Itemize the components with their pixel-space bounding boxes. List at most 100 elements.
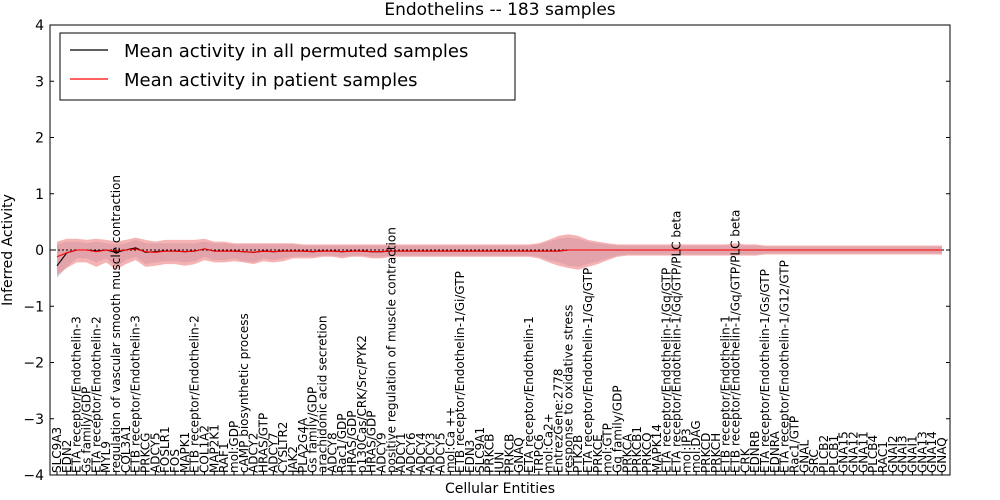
x-tick-label: EDN3 — [463, 440, 477, 473]
x-tick-label: ADCY4 — [414, 432, 428, 473]
y-axis: −4 −3 −2 −1 0 1 2 3 4 — [23, 18, 950, 484]
x-tick-label: PRKCG — [139, 433, 153, 473]
x-tick-label: COL3A1 — [119, 425, 133, 473]
x-tick-label: ADCY2 — [247, 432, 261, 473]
x-tick-label: ADCY3 — [424, 432, 438, 473]
x-tick-label: JUN — [493, 452, 507, 474]
x-tick-label: GNA11 — [856, 431, 870, 473]
x-tick-label: PRKCA — [620, 433, 634, 473]
series-lines — [56, 247, 942, 267]
x-tick-label: EDN2 — [60, 440, 74, 473]
x-tick-label: ETB receptor/Endothelin-3 — [129, 315, 143, 473]
patient-mean-line — [56, 248, 942, 258]
x-tick-label: SLC9A3 — [50, 427, 64, 473]
x-tick-label: PRKCD — [699, 433, 713, 473]
x-tick-label: response to oxidative stress — [561, 305, 575, 473]
x-tick-label: ADCY5 — [148, 432, 162, 473]
x-tick-label: GNA14 — [925, 431, 939, 473]
x-tick-label: ETA receptor/Endothelin-1/Gs/GTP — [758, 269, 772, 473]
x-tick-label: GNA12 — [847, 431, 861, 473]
x-tick-label: mol:Ca2+ — [542, 413, 556, 473]
x-tick-label: MYL9 — [99, 441, 113, 473]
x-tick-label: CYSLTR2 — [276, 422, 290, 473]
x-tick-label: ETA receptor/Endothelin-1/Gq/GTP — [660, 268, 674, 473]
x-tick-label: PRKCE — [591, 434, 605, 473]
x-tick-label: JAK2 — [286, 446, 300, 474]
x-tick-label: MAP2K1 — [207, 424, 221, 473]
x-tick-label: EntrezGene:2778 — [552, 369, 566, 474]
x-tick-label: cAMP biosynthetic process — [237, 313, 251, 473]
x-tick-label: ADCY1 — [394, 432, 408, 473]
x-tick-label: PRKCB1 — [630, 426, 644, 473]
x-tick-label: GNAI1 — [906, 435, 920, 473]
x-tick-label: RAC1 — [876, 441, 890, 473]
x-tick-label: CRK — [738, 447, 752, 473]
x-tick-label: PTK2B — [571, 435, 585, 473]
x-tick-label: regulation of vascular smooth muscle con… — [109, 175, 123, 473]
y-tick-label: −4 — [23, 468, 44, 484]
y-tick-label: 3 — [35, 74, 44, 90]
y-axis-label: Inferred Activity — [0, 194, 16, 306]
x-tick-label: GNA13 — [915, 431, 929, 473]
x-tick-label: ETB receptor/Endothelin-1/Gq/GTP/PLC bet… — [729, 210, 743, 473]
x-tick-label: ETB receptor/Endothelin-1 — [719, 315, 733, 473]
y-tick-label: 1 — [35, 187, 44, 203]
x-tick-label: HRAS/GDP — [345, 410, 359, 473]
x-tick-label: p130Cas/CRK/Src/PYK2 — [355, 335, 369, 473]
x-tick-label: MAPK14 — [650, 424, 664, 473]
x-tick-label: ETA receptor/Endothelin-2 — [89, 316, 103, 473]
x-tick-label: PLA2G4A — [296, 417, 310, 473]
x-tick-label: FOS — [168, 449, 182, 473]
x-tick-label: COL1A2 — [198, 425, 212, 473]
x-tick-label: PRKCH — [709, 433, 723, 473]
legend: Mean activity in all permuted samples Me… — [59, 32, 516, 101]
x-tick-label: ETA receptor/Endothelin-1/G12/GTP — [778, 260, 792, 473]
chart-title: Endothelins -- 183 samples — [384, 0, 615, 20]
legend-box — [59, 32, 516, 101]
x-tick-label: MAPK1 — [178, 432, 192, 473]
x-tick-label: GNAL — [797, 440, 811, 473]
x-tick-label: Rac1/GTP — [788, 416, 802, 473]
x-tick-label: ETA receptor/Endothelin-1 — [522, 316, 536, 473]
x-tick-label: mol:IP3 — [679, 428, 693, 473]
x-tick-label: ADCY5 — [434, 432, 448, 473]
x-tick-label: EDNRA — [768, 430, 782, 473]
x-tick-label: GNAI3 — [896, 435, 910, 473]
x-axis-label: Cellular Entities — [445, 481, 555, 497]
x-tick-label: mol:Ca ++ — [443, 407, 457, 473]
x-tick-label: GNAQ — [512, 437, 526, 473]
x-tick-label: mol:GDP — [227, 421, 241, 473]
x-tick-label: SLC9A1 — [473, 427, 487, 473]
y-tick-label: 4 — [35, 18, 44, 34]
x-tick-label: Gs family/GDP — [306, 387, 320, 473]
patient-band — [57, 234, 942, 276]
x-tick-label: positive regulation of muscle contractio… — [384, 227, 398, 473]
x-tick-label: GNAI2 — [886, 435, 900, 473]
x-tick-label: ETA receptor/Endothelin-3 — [70, 316, 84, 473]
x-tick-label: ADCY6 — [404, 432, 418, 473]
x-tick-label: RAF1 — [217, 442, 231, 473]
x-tick-label: EDNRB — [748, 431, 762, 473]
x-tick-label: ADCY8 — [325, 432, 339, 473]
x-tick-label: PRKCB — [483, 434, 497, 473]
legend-label-permuted: Mean activity in all permuted samples — [124, 41, 468, 62]
x-tick-label: SRC — [807, 449, 821, 473]
x-tick-label: ETB receptor/Endothelin-2 — [188, 315, 202, 473]
x-tick-label: Gq family/GDP — [611, 385, 625, 473]
x-tick-label: PLCB2 — [817, 435, 831, 473]
x-tick-label: ADCY7 — [266, 432, 280, 473]
x-tick-label: PLCB4 — [866, 435, 880, 473]
x-tick-label: ETA receptor/Endothelin-1/Gq/GTP/PLC bet… — [670, 211, 684, 473]
y-tick-label: 0 — [35, 243, 44, 259]
x-tick-label: mol:DAG — [689, 420, 703, 473]
x-tick-label: ETA receptor/Endothelin-1/Gq/GTP — [581, 268, 595, 473]
x-tick-label: mol:GTP — [601, 423, 615, 473]
x-tick-label: Rac1/GDP — [335, 414, 349, 473]
x-tick-label: GNAQ — [935, 437, 949, 473]
y-tick-label: 2 — [35, 131, 44, 147]
x-tick-label: PRKCQ — [640, 432, 654, 473]
x-tick-label: ADCY9 — [375, 432, 389, 473]
y-tick-label: −3 — [23, 412, 44, 428]
x-tick-label: Gs family/GDP — [80, 387, 94, 473]
